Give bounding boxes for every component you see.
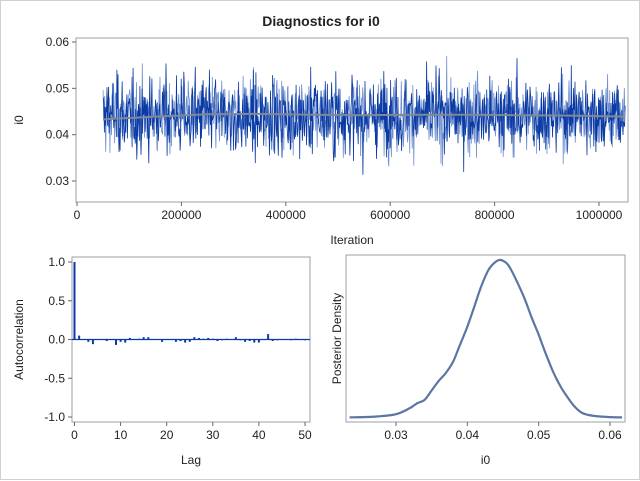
acf-bar [174, 339, 177, 342]
acf-bar [257, 339, 260, 343]
acf-bar [105, 339, 108, 342]
x-tick-label: 600000 [370, 208, 410, 222]
x-tick-label: 10 [114, 428, 128, 442]
plot-frame [345, 254, 626, 423]
acf-bar [193, 337, 196, 340]
acf-bar [179, 339, 182, 342]
y-tick-label: 0.0 [48, 333, 65, 347]
x-tick-label: 30 [206, 428, 220, 442]
smoother-line [103, 112, 626, 121]
x-tick-label: 40 [252, 428, 266, 442]
y-axis-label: Posterior Density [330, 293, 344, 384]
acf-bar [91, 339, 94, 345]
acf-bar [184, 339, 187, 343]
y-tick-label: 0.03 [46, 174, 70, 188]
acf-bar [188, 339, 191, 342]
acf-bar [161, 339, 164, 342]
acf-bar [128, 337, 131, 340]
y-tick-label: 0.05 [46, 81, 70, 95]
x-tick-label: 0.04 [456, 428, 480, 442]
y-tick-label: 0.5 [48, 294, 65, 308]
density-plot: 0.03 0.04 0.05 0.06 i0 Posterior Density [330, 254, 626, 467]
trace-line-light [102, 55, 626, 167]
acf-bar [207, 337, 210, 340]
acf-bar [197, 337, 200, 340]
acf-bar [119, 339, 122, 342]
x-axis-label: Lag [181, 453, 201, 467]
x-tick-label: 800000 [475, 208, 515, 222]
acf-bar [142, 337, 145, 340]
acf-bar [124, 339, 127, 343]
acf-bar [234, 337, 237, 340]
y-tick-label: -1.0 [44, 410, 65, 424]
y-tick-label: 0.04 [46, 128, 70, 142]
y-axis-label: Autocorrelation [12, 299, 26, 380]
x-tick-label: 0 [74, 208, 81, 222]
acf-bar [248, 339, 251, 342]
acf-bar [267, 334, 270, 340]
chart-title: Diagnostics for i0 [262, 13, 380, 29]
acf-bar [73, 262, 76, 340]
x-tick-label: 200000 [161, 208, 201, 222]
x-tick-label: 0.05 [527, 428, 551, 442]
acf-bar [87, 339, 90, 342]
acf-bar [253, 339, 256, 343]
x-tick-label: 0 [71, 428, 78, 442]
y-axis-label: i0 [12, 115, 26, 125]
y-tick-label: 1.0 [48, 255, 65, 269]
x-tick-label: 400000 [266, 208, 306, 222]
trace-line [103, 58, 626, 175]
acf-bar [114, 339, 117, 345]
acf-bar [244, 339, 247, 342]
x-tick-label: 0.06 [598, 428, 622, 442]
acf-bar [216, 339, 219, 342]
x-tick-label: 0.03 [384, 428, 408, 442]
x-axis-label: i0 [481, 453, 491, 467]
x-tick-label: 20 [160, 428, 174, 442]
acf-bar [147, 337, 150, 340]
y-tick-label: 0.06 [46, 35, 70, 49]
trace-plot: 0 200000 400000 600000 800000 1000000 0.03 0.04… [12, 35, 629, 247]
x-tick-label: 1000000 [576, 208, 623, 222]
x-axis-label: Iteration [330, 233, 373, 247]
acf-bar [78, 335, 81, 340]
plot-frame [75, 37, 629, 203]
acf-bar [271, 339, 274, 342]
y-tick-label: -0.5 [44, 371, 65, 385]
density-curve [349, 258, 623, 419]
autocorrelation-plot: 0 10 20 30 40 50 1.0 0.5 0.0 -0.5 -1.0 Lag Autocorre… [12, 255, 312, 467]
x-tick-label: 50 [298, 428, 312, 442]
